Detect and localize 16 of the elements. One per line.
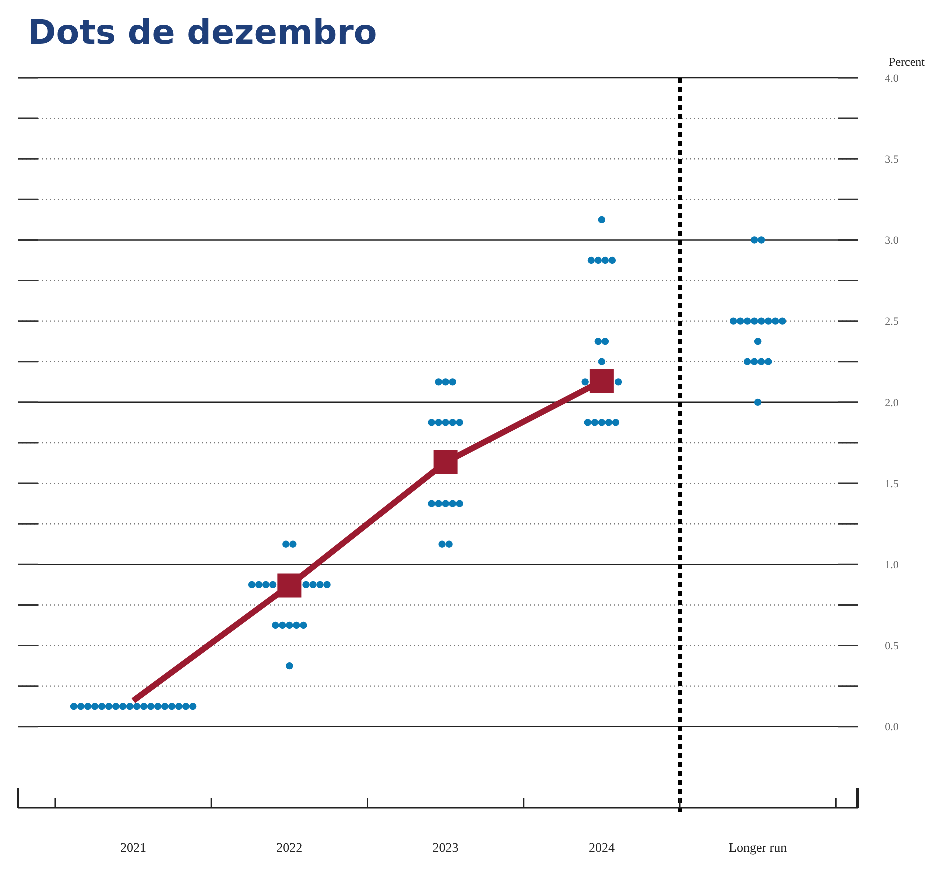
y-tick-label: 0.5 [885,640,900,653]
y-axis-title: Percent [889,55,926,69]
x-tick-label: 2021 [120,840,147,855]
y-tick-label: 3.0 [885,235,900,248]
y-tick-label: 2.5 [885,316,900,328]
y-tick-label: 1.0 [885,560,900,572]
y-tick-label: 1.5 [885,478,900,490]
y-tick-label: 2.0 [885,397,900,410]
chart-title: Dots de dezembro [28,13,378,53]
x-tick-label: 2024 [588,840,616,855]
x-tick-label: 2022 [276,840,303,855]
x-tick-label: Longer run [729,840,788,855]
x-tick-label: 2023 [432,840,459,855]
y-tick-label: 3.5 [885,154,900,166]
y-tick-label: 0.0 [885,722,900,734]
y-tick-label: 4.0 [885,72,900,85]
